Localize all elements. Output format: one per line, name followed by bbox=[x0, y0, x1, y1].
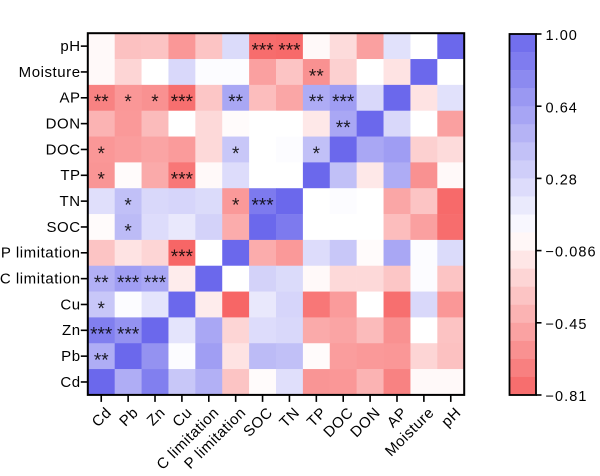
svg-text:**: ** bbox=[94, 351, 109, 372]
svg-text:*: * bbox=[124, 196, 132, 217]
svg-text:DOC: DOC bbox=[46, 141, 81, 158]
svg-text:DON: DON bbox=[46, 115, 81, 132]
svg-text:***: *** bbox=[251, 41, 274, 62]
svg-text:*: * bbox=[98, 144, 106, 165]
svg-text:*: * bbox=[313, 144, 321, 165]
svg-text:0.64: 0.64 bbox=[546, 100, 578, 116]
svg-text:***: *** bbox=[171, 170, 194, 191]
svg-text:*: * bbox=[151, 92, 159, 113]
svg-text:pH: pH bbox=[60, 38, 80, 55]
svg-text:***: *** bbox=[117, 325, 140, 346]
svg-text:***: *** bbox=[278, 41, 301, 62]
svg-text:*: * bbox=[232, 144, 240, 165]
svg-text:*: * bbox=[124, 221, 132, 242]
svg-text:SOC: SOC bbox=[46, 219, 80, 236]
svg-text:TN: TN bbox=[59, 193, 80, 210]
svg-text:Pb: Pb bbox=[61, 348, 80, 365]
svg-text:−0.81: −0.81 bbox=[546, 389, 588, 405]
svg-text:*: * bbox=[98, 170, 106, 191]
svg-text:Moisture: Moisture bbox=[19, 64, 81, 81]
svg-text:***: *** bbox=[251, 196, 274, 217]
svg-text:***: *** bbox=[144, 273, 167, 294]
svg-text:**: ** bbox=[309, 66, 324, 87]
svg-text:***: *** bbox=[171, 247, 194, 268]
svg-text:Zn: Zn bbox=[62, 322, 81, 339]
svg-text:**: ** bbox=[309, 92, 324, 113]
svg-text:AP: AP bbox=[59, 90, 80, 107]
svg-text:*: * bbox=[124, 92, 132, 113]
svg-text:*: * bbox=[98, 299, 106, 320]
svg-text:*: * bbox=[232, 196, 240, 217]
svg-text:**: ** bbox=[228, 92, 243, 113]
svg-text:1.00: 1.00 bbox=[546, 28, 578, 44]
svg-text:**: ** bbox=[336, 118, 351, 139]
svg-text:***: *** bbox=[117, 273, 140, 294]
svg-text:**: ** bbox=[94, 92, 109, 113]
svg-text:P limitation: P limitation bbox=[1, 245, 81, 262]
svg-text:***: *** bbox=[90, 325, 113, 346]
svg-text:Cu: Cu bbox=[60, 296, 80, 313]
svg-text:Cd: Cd bbox=[60, 374, 80, 391]
svg-text:−0.086: −0.086 bbox=[546, 245, 597, 261]
svg-text:−0.45: −0.45 bbox=[546, 317, 588, 333]
svg-text:C limitation: C limitation bbox=[0, 270, 81, 287]
svg-text:0.28: 0.28 bbox=[546, 173, 578, 189]
svg-text:***: *** bbox=[332, 92, 355, 113]
svg-text:TP: TP bbox=[60, 167, 80, 184]
svg-text:***: *** bbox=[171, 92, 194, 113]
svg-text:**: ** bbox=[94, 273, 109, 294]
